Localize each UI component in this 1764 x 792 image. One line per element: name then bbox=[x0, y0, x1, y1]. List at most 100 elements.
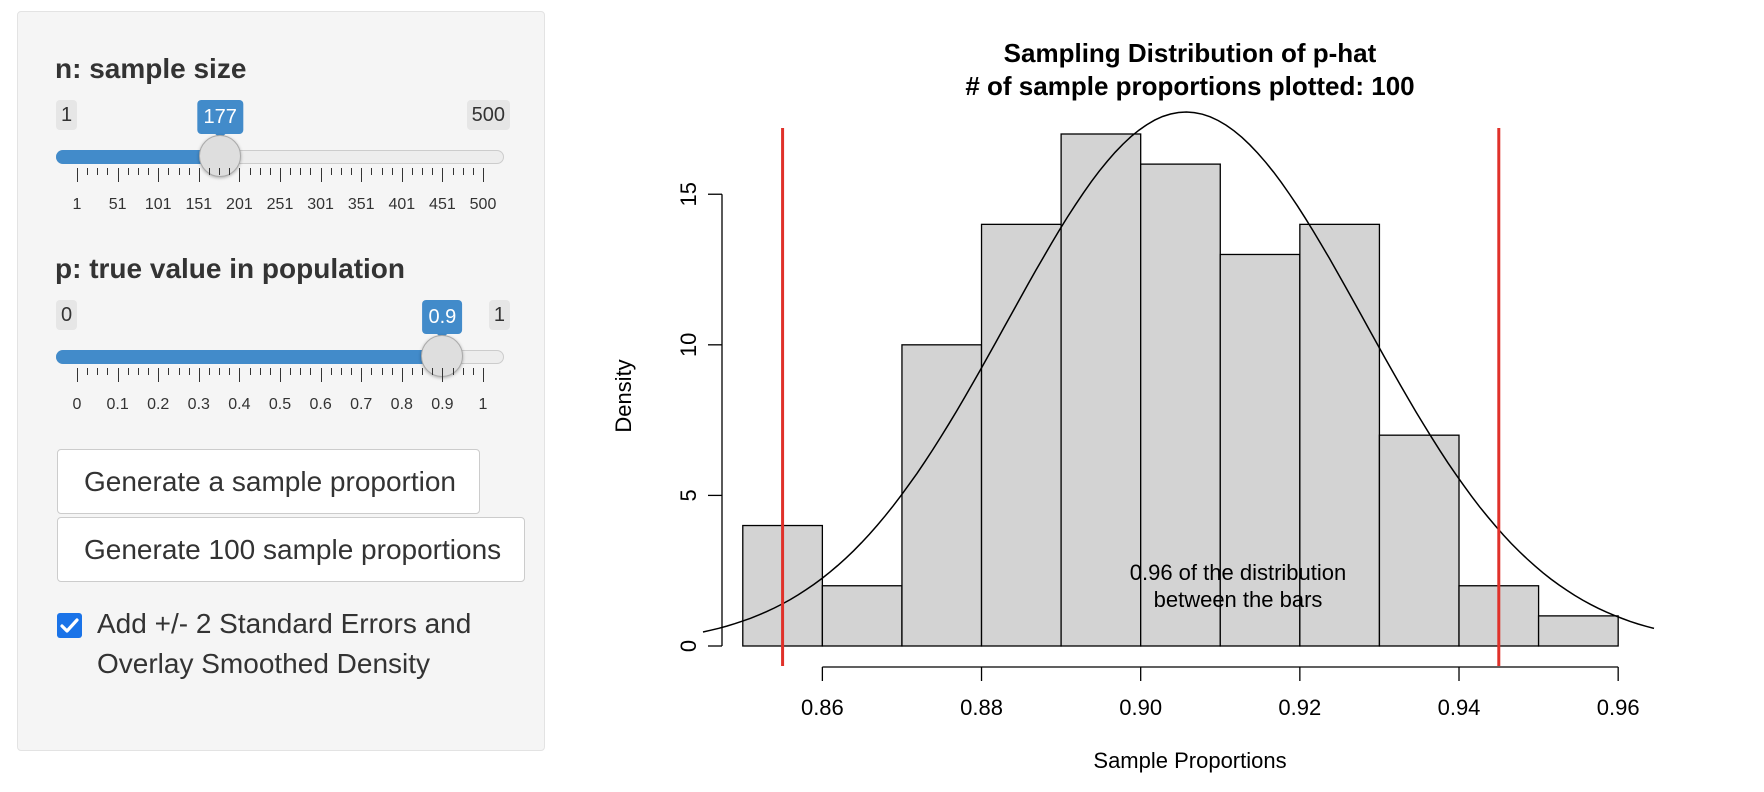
histogram-bar bbox=[1219, 253, 1301, 647]
slider-major-tick bbox=[280, 168, 281, 182]
slider-minor-tick bbox=[300, 168, 302, 175]
slider-minor-tick bbox=[269, 368, 271, 375]
slider-minor-tick bbox=[310, 368, 312, 375]
y-tick-label: 5 bbox=[676, 489, 701, 501]
slider-major-tick bbox=[320, 368, 322, 382]
slider-minor-tick bbox=[97, 168, 99, 175]
slider-minor-tick bbox=[188, 168, 190, 175]
slider-major-tick bbox=[401, 368, 403, 382]
checkmark-icon bbox=[60, 618, 79, 633]
slider-minor-tick bbox=[422, 368, 424, 375]
slider-major-tick bbox=[442, 168, 444, 182]
slider-tick-label: 51 bbox=[108, 196, 127, 213]
slider-tick-label: 0.1 bbox=[106, 396, 129, 413]
slider-minor-tick bbox=[452, 368, 454, 375]
n-sample-size-slider[interactable]: 1 500 177 1 51 101 151 201 251 301 351 401 451 500 bbox=[56, 100, 510, 213]
slider-minor-tick bbox=[411, 168, 413, 175]
histogram-bar bbox=[1060, 133, 1142, 647]
slider-minor-tick bbox=[208, 168, 210, 175]
slider-tick-label: 351 bbox=[347, 196, 375, 213]
slider-tick-label: 0.9 bbox=[431, 396, 454, 413]
n-slider-min: 1 bbox=[56, 100, 78, 130]
slider-minor-tick bbox=[178, 368, 180, 375]
slider-minor-tick bbox=[168, 368, 170, 375]
slider-major-tick bbox=[361, 168, 363, 182]
p-true-value-slider[interactable]: 0 1 0.9 0 0.1 0.2 0.3 0.4 0.5 0.6 0.7 0.8 0.9 1 bbox=[56, 300, 510, 413]
slider-minor-tick bbox=[137, 368, 139, 375]
slider-minor-tick bbox=[432, 168, 434, 175]
slider-minor-tick bbox=[127, 168, 129, 175]
slider-minor-tick bbox=[127, 368, 129, 375]
slider-minor-tick bbox=[391, 368, 393, 375]
slider-tick-label: 1 bbox=[478, 396, 488, 413]
slider-minor-tick bbox=[178, 168, 180, 175]
y-tick-label: 0 bbox=[676, 640, 701, 652]
n-slider-ticks: 1 51 101 151 201 251 301 351 401 451 500 bbox=[56, 164, 504, 213]
slider-tick-label: 0.2 bbox=[147, 396, 170, 413]
slider-major-tick bbox=[117, 168, 119, 182]
slider-minor-tick bbox=[462, 168, 464, 175]
overlay-checkbox[interactable] bbox=[57, 613, 82, 638]
slider-major-tick bbox=[483, 368, 484, 382]
p-slider-min: 0 bbox=[56, 300, 78, 330]
slider-minor-tick bbox=[229, 168, 231, 175]
slider-minor-tick bbox=[229, 368, 231, 375]
slider-tick-label: 251 bbox=[266, 196, 294, 213]
slider-tick-label: 151 bbox=[185, 196, 213, 213]
slider-major-tick bbox=[483, 168, 484, 182]
slider-minor-tick bbox=[371, 368, 373, 375]
slider-minor-tick bbox=[310, 168, 312, 175]
slider-minor-tick bbox=[188, 368, 190, 375]
x-tick-label: 0.86 bbox=[801, 695, 844, 720]
slider-minor-tick bbox=[249, 368, 251, 375]
x-tick-label: 0.90 bbox=[1119, 695, 1162, 720]
slider-minor-tick bbox=[330, 168, 332, 175]
slider-minor-tick bbox=[219, 168, 221, 175]
slider-minor-tick bbox=[208, 368, 210, 375]
n-slider-max: 500 bbox=[466, 100, 510, 130]
sampling-distribution-chart: Sampling Distribution of p-hat# of sampl… bbox=[611, 38, 1655, 773]
slider-minor-tick bbox=[259, 368, 261, 375]
slider-major-tick bbox=[442, 368, 444, 382]
chart-title: Sampling Distribution of p-hat bbox=[1004, 38, 1377, 68]
slider-tick-label: 1 bbox=[72, 196, 82, 213]
slider-tick-label: 0.7 bbox=[350, 396, 373, 413]
slider-major-tick bbox=[320, 168, 322, 182]
histogram-bar bbox=[901, 344, 983, 647]
overlay-checkbox-label[interactable]: Add +/- 2 Standard Errors and Overlay Sm… bbox=[97, 604, 471, 684]
slider-tick-label: 0 bbox=[72, 396, 82, 413]
slider-major-tick bbox=[158, 368, 160, 382]
slider-major-tick bbox=[280, 368, 281, 382]
slider-tick-label: 0.5 bbox=[268, 396, 292, 413]
slider-minor-tick bbox=[351, 168, 353, 175]
slider-minor-tick bbox=[97, 368, 99, 375]
slider-minor-tick bbox=[472, 168, 474, 175]
slider-tick-label: 0.6 bbox=[309, 396, 332, 413]
x-tick-label: 0.94 bbox=[1438, 695, 1481, 720]
slider-tick-label: 301 bbox=[307, 196, 334, 213]
slider-minor-tick bbox=[371, 168, 373, 175]
slider-minor-tick bbox=[351, 368, 353, 375]
slider-minor-tick bbox=[87, 368, 89, 375]
generate-100-sample-proportions-button[interactable]: Generate 100 sample proportions bbox=[57, 517, 525, 582]
slider-tick-label: 0.3 bbox=[187, 396, 210, 413]
x-tick-label: 0.92 bbox=[1278, 695, 1321, 720]
slider-major-tick bbox=[239, 168, 241, 182]
n-slider-handle[interactable] bbox=[199, 135, 242, 177]
slider-minor-tick bbox=[148, 168, 150, 175]
overlay-checkbox-label-line2: Overlay Smoothed Density bbox=[97, 648, 431, 679]
slider-major-tick bbox=[198, 368, 200, 382]
slider-tick-label: 0.4 bbox=[228, 396, 251, 413]
slider-tick-label: 101 bbox=[144, 196, 172, 213]
p-slider-label: p: true value in population bbox=[55, 253, 405, 284]
slider-tick-label: 0.8 bbox=[390, 396, 413, 413]
slider-minor-tick bbox=[472, 368, 474, 375]
generate-sample-proportion-button[interactable]: Generate a sample proportion bbox=[57, 449, 480, 514]
slider-minor-tick bbox=[219, 368, 221, 375]
slider-minor-tick bbox=[381, 168, 383, 175]
chart-subtitle: # of sample proportions plotted: 100 bbox=[965, 71, 1414, 101]
slider-minor-tick bbox=[290, 368, 292, 375]
slider-major-tick bbox=[198, 168, 200, 182]
y-tick-label: 15 bbox=[676, 182, 701, 206]
slider-major-tick bbox=[361, 368, 363, 382]
